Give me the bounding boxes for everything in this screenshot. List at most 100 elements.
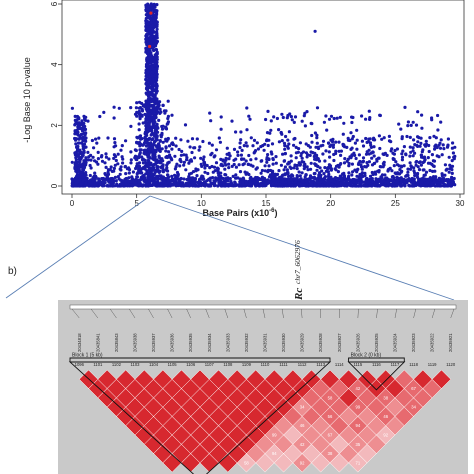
- ld-value: 38: [328, 451, 333, 456]
- snp-point: [327, 117, 332, 121]
- snp-point: [203, 170, 207, 174]
- snp-point: [100, 159, 105, 163]
- snp-point: [269, 168, 273, 173]
- snp-point: [317, 159, 322, 163]
- snp-point: [135, 114, 139, 118]
- snp-point: [106, 170, 110, 174]
- snp-point: [411, 154, 415, 158]
- snp-point: [447, 170, 451, 174]
- snp-point: [263, 164, 267, 168]
- snp-point: [445, 167, 449, 171]
- snp-point: [342, 181, 346, 186]
- snp-point: [265, 182, 269, 186]
- snp-point: [173, 154, 177, 158]
- snp-point: [314, 145, 318, 149]
- snp-point: [92, 146, 96, 150]
- snp-point: [264, 117, 268, 122]
- snp-point: [144, 119, 148, 124]
- snp-point: [448, 163, 452, 167]
- snp-point: [160, 157, 164, 161]
- snp-point: [451, 141, 455, 145]
- snp-id-label: 20435935: [188, 333, 193, 352]
- snp-point: [154, 87, 158, 91]
- snp-point: [153, 133, 157, 137]
- snp-point: [245, 128, 249, 132]
- snp-point: [272, 178, 276, 182]
- snp-point: [215, 177, 219, 181]
- snp-point: [183, 123, 188, 127]
- snp-point: [154, 33, 159, 37]
- snp-point: [280, 180, 285, 184]
- snp-point: [326, 174, 330, 179]
- snp-point: [144, 106, 148, 111]
- snp-point: [174, 144, 178, 148]
- snp-point: [77, 166, 81, 170]
- snp-point: [82, 165, 87, 170]
- snp-point: [440, 174, 444, 178]
- marker-label: 1117: [391, 362, 400, 367]
- snp-point: [78, 148, 82, 152]
- snp-point: [193, 156, 197, 160]
- snp-point: [300, 156, 304, 160]
- snp-point: [411, 146, 415, 150]
- snp-point: [310, 140, 314, 144]
- snp-point: [73, 118, 77, 122]
- snp-position-line: [243, 308, 247, 319]
- snp-point: [440, 153, 444, 157]
- snp-point: [292, 120, 296, 124]
- snp-point: [161, 124, 165, 128]
- snp-point: [177, 147, 181, 152]
- snp-point: [225, 146, 229, 150]
- snp-point: [300, 179, 305, 183]
- snp-point: [410, 177, 414, 181]
- snp-point: [78, 170, 82, 174]
- snp-point: [73, 114, 77, 118]
- snp-point: [282, 168, 286, 172]
- marker-label: 1110: [261, 362, 270, 367]
- snp-point: [280, 132, 284, 136]
- snp-point: [158, 100, 162, 104]
- snp-point: [330, 179, 334, 183]
- snp-point: [409, 150, 413, 154]
- snp-point: [329, 175, 333, 179]
- snp-point: [252, 138, 257, 142]
- snp-point: [433, 147, 437, 151]
- snp-point: [170, 177, 175, 181]
- snp-point: [251, 164, 255, 168]
- snp-point: [378, 183, 382, 187]
- snp-point: [438, 181, 442, 185]
- snp-point: [269, 128, 273, 132]
- snp-point: [219, 127, 223, 131]
- snp-point: [270, 176, 274, 181]
- snp-point: [145, 178, 149, 182]
- snp-point: [319, 144, 323, 148]
- snp-point: [401, 149, 405, 153]
- snp-point: [339, 162, 343, 166]
- snp-point: [400, 152, 404, 156]
- snp-point: [141, 104, 145, 108]
- snp-point: [411, 120, 415, 124]
- snp-point: [205, 163, 209, 168]
- ld-value: 42: [300, 442, 305, 447]
- snp-point: [149, 143, 153, 147]
- snp-position-line: [281, 308, 284, 319]
- snp-point: [149, 85, 153, 90]
- snp-point: [284, 134, 288, 139]
- snp-point: [217, 136, 221, 140]
- ld-value: 58: [328, 395, 333, 400]
- ld-heatmap: 20434818 20435841 20435843 20435938 20435937…: [58, 300, 468, 474]
- snp-point: [303, 165, 307, 169]
- snp-point: [417, 168, 422, 172]
- snp-point: [285, 168, 289, 172]
- snp-point: [310, 184, 314, 188]
- snp-point: [327, 184, 331, 188]
- snp-point: [277, 169, 281, 173]
- snp-point: [382, 160, 386, 164]
- snp-point: [315, 141, 319, 145]
- snp-point: [412, 180, 416, 184]
- snp-point: [75, 114, 80, 119]
- ld-cell: [431, 369, 452, 389]
- snp-point: [184, 168, 188, 172]
- snp-point: [257, 176, 261, 181]
- snp-point: [149, 35, 153, 39]
